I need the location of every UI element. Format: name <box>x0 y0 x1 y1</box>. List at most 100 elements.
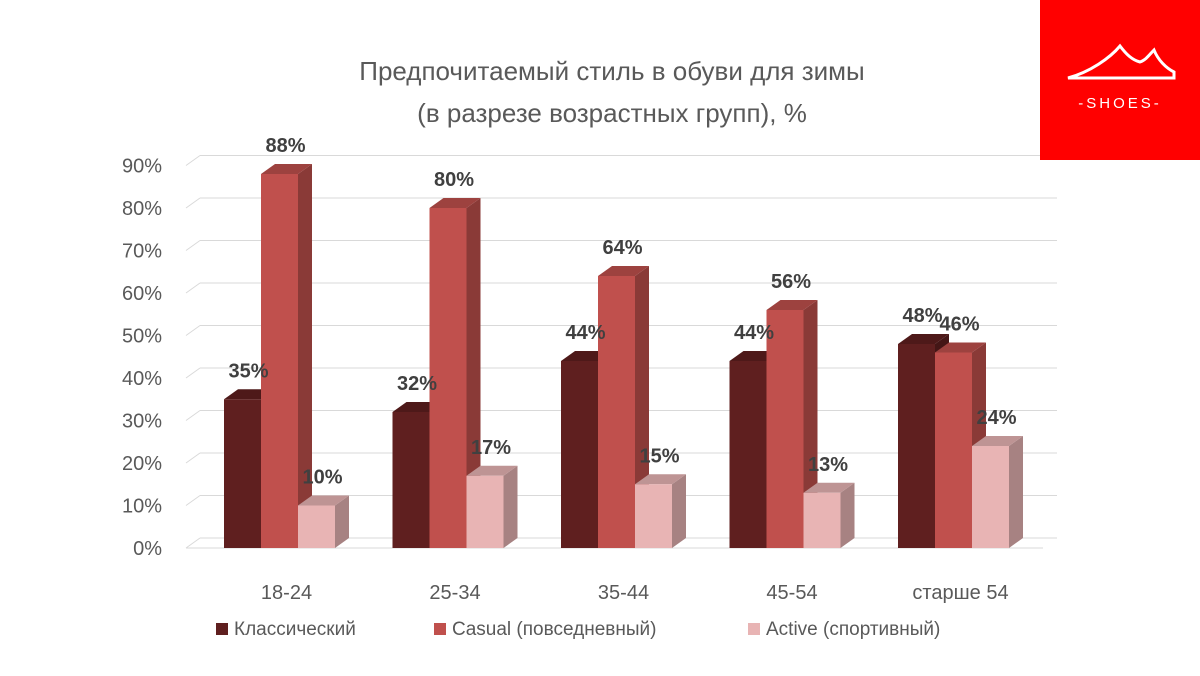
data-label: 10% <box>302 467 342 489</box>
gridline-side <box>185 495 201 506</box>
y-tick-label: 60% <box>122 283 162 305</box>
gridline-side <box>185 240 201 251</box>
bar-front <box>429 208 467 548</box>
legend-swatch <box>748 623 760 635</box>
legend-item: Active (спортивный) <box>748 619 940 640</box>
y-tick-label: 30% <box>122 411 162 433</box>
y-axis: 0% 10% 20% 30% 40% 50% 60% 70% 80% 90% <box>122 156 162 561</box>
gridline-side <box>185 367 201 379</box>
x-tick-label: 35-44 <box>598 582 649 604</box>
legend-label: Active (спортивный) <box>766 619 940 640</box>
bar-front <box>392 412 430 548</box>
y-tick-label: 80% <box>122 198 162 220</box>
data-label: 24% <box>976 407 1016 429</box>
bar-top <box>635 474 686 485</box>
bar-front <box>803 492 841 548</box>
legend-label: Casual (повседневный) <box>452 619 656 640</box>
x-tick-label: 45-54 <box>766 582 817 604</box>
bar <box>803 482 855 548</box>
bar-front <box>261 174 298 548</box>
chart-title-line-1: Предпочитаемый стиль в обуви для зимы <box>359 56 865 86</box>
bars <box>224 164 1023 548</box>
logo-text: -SHOES- <box>1078 95 1162 112</box>
bar-front <box>635 484 672 548</box>
bar-front <box>766 310 804 548</box>
logo: -SHOES- <box>1040 0 1200 160</box>
y-tick-label: 10% <box>122 496 162 518</box>
logo-background <box>1040 0 1200 160</box>
bar-front <box>561 361 598 548</box>
bar-side <box>1009 436 1023 548</box>
data-label: 46% <box>939 314 979 336</box>
data-label: 80% <box>434 169 474 191</box>
bar-top <box>298 495 349 506</box>
data-label: 32% <box>397 373 437 395</box>
x-tick-label: 18-24 <box>261 582 312 604</box>
legend-label: Классический <box>234 619 356 640</box>
bar-front <box>898 344 935 548</box>
y-tick-label: 90% <box>122 156 162 178</box>
legend-swatch <box>434 623 446 635</box>
bar <box>429 198 481 548</box>
gridline-side <box>185 197 201 209</box>
data-label: 13% <box>808 454 848 476</box>
bar-top <box>935 342 986 353</box>
bar-top <box>261 164 312 174</box>
bar-top <box>972 436 1023 446</box>
bar <box>261 164 312 548</box>
bar-side <box>503 465 518 548</box>
bar-front <box>466 475 504 548</box>
gridline-side <box>185 155 201 166</box>
y-tick-label: 20% <box>122 453 162 475</box>
chart-title-line-2: (в разрезе возрастных групп), % <box>417 98 807 128</box>
data-label: 15% <box>639 445 679 467</box>
bar <box>298 495 349 548</box>
legend-item: Casual (повседневный) <box>434 619 656 640</box>
gridline-side <box>185 452 201 464</box>
bar-side <box>840 482 855 548</box>
data-label: 56% <box>771 271 811 293</box>
bar-front <box>972 446 1009 548</box>
bar-front <box>598 276 635 548</box>
x-tick-label: старше 54 <box>912 582 1008 604</box>
bar-front <box>935 352 972 548</box>
shoe-icon <box>1067 43 1176 80</box>
data-label: 44% <box>734 322 774 344</box>
data-label: 17% <box>471 437 511 459</box>
data-label: 35% <box>228 360 268 382</box>
bar-side <box>335 495 349 548</box>
bar-top <box>598 266 649 276</box>
bar-side <box>672 474 686 548</box>
gridline-side <box>185 410 201 421</box>
bar <box>635 474 686 548</box>
y-tick-label: 50% <box>122 326 162 348</box>
bar <box>972 436 1023 548</box>
bar-front <box>729 361 767 548</box>
bar-top <box>429 198 481 208</box>
bar-side <box>298 164 312 548</box>
x-tick-label: 25-34 <box>429 582 480 604</box>
y-tick-label: 0% <box>133 538 162 560</box>
data-labels: 35% 88% 10% 32% 80% 17% 44% 64% 15% 44% 56% 13% 48%4… <box>228 135 1016 489</box>
bar-top <box>898 334 949 344</box>
legend-item: Классический <box>216 619 356 640</box>
data-label: 88% <box>265 135 305 157</box>
legend: Классический Casual (повседневный) Active … <box>216 619 940 640</box>
bar <box>466 465 518 548</box>
gridline-side <box>185 282 201 294</box>
bar-top <box>466 465 518 476</box>
x-axis: 18-24 25-34 35-44 45-54 старше 54 <box>261 582 1009 604</box>
bar-side <box>466 198 481 548</box>
legend-swatch <box>216 623 228 635</box>
data-label: 64% <box>602 237 642 259</box>
bar-top <box>803 482 855 493</box>
bar-top <box>766 300 818 310</box>
gridline-side <box>185 325 201 336</box>
bar-front <box>224 399 261 548</box>
gridline-side <box>185 537 201 549</box>
bar-front <box>298 505 335 548</box>
data-label: 48% <box>902 305 942 327</box>
y-tick-label: 70% <box>122 241 162 263</box>
y-tick-label: 40% <box>122 368 162 390</box>
